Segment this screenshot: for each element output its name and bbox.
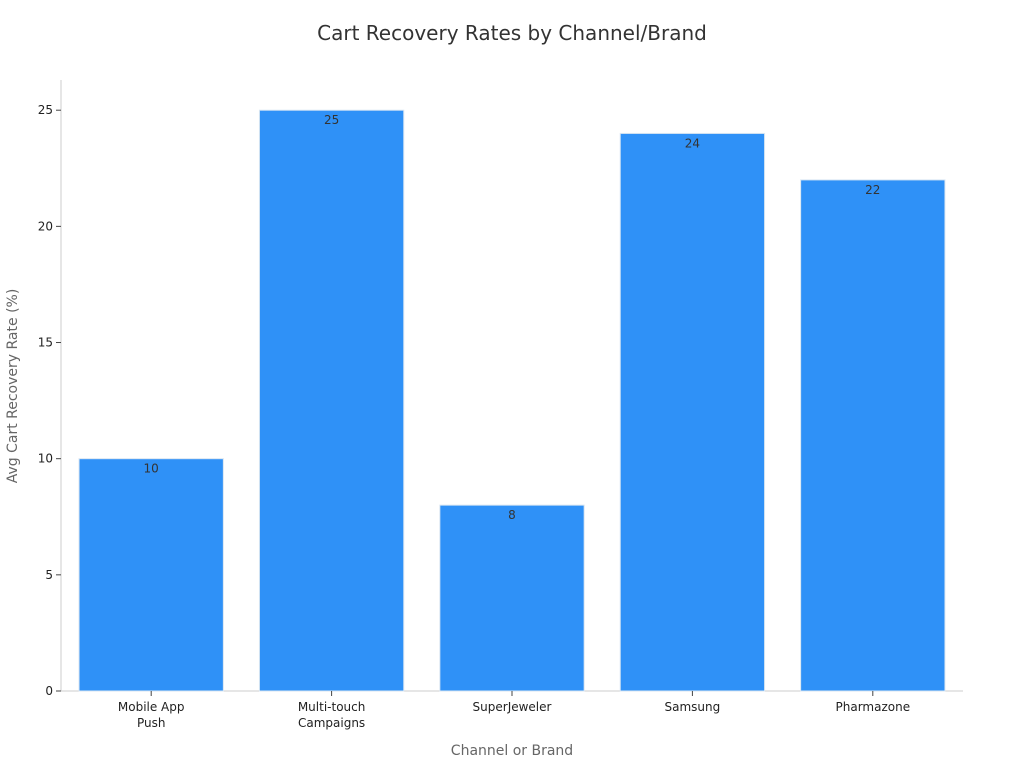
x-tick-label-line: Mobile App [118,700,185,714]
x-tick-label: Mobile App Push [118,700,185,730]
x-tick-label: Samsung [665,700,721,714]
y-tick-label: 5 [45,568,53,582]
x-tick-label: SuperJeweler [473,700,552,714]
y-tick-label: 25 [38,103,53,117]
x-tick-label-line: Push [137,716,166,730]
x-tick-label-line: Samsung [665,700,721,714]
bar [619,132,766,692]
bar [800,179,946,692]
y-tick-label: 20 [38,219,53,233]
y-tick-label: 10 [38,452,53,466]
data-label: 10 [144,462,159,476]
y-tick-label: 15 [38,336,53,350]
y-axis-label: Avg Cart Recovery Rate (%) [5,289,21,484]
x-axis-label: Channel or Brand [451,743,573,759]
x-tick-label: Multi-touch Campaigns [298,700,366,730]
data-label: 22 [865,183,880,197]
x-tick-label-line: Pharmazone [836,700,911,714]
data-label: 8 [508,508,516,522]
bar [258,109,405,692]
y-tick-label: 0 [45,684,53,698]
data-label: 24 [685,136,700,150]
plot-area: 0 5 10 15 20 25 10 Mobile App Push 25 Multi-touch C… [38,80,963,730]
data-label: 25 [324,113,339,127]
x-tick-label-line: Campaigns [298,716,365,730]
chart-title: Cart Recovery Rates by Channel/Brand [317,21,707,45]
x-tick-label-line: Multi-touch [298,700,366,714]
bar [439,504,585,692]
bar [78,458,224,692]
x-tick-label: Pharmazone [836,700,911,714]
x-tick-label-line: SuperJeweler [473,700,552,714]
